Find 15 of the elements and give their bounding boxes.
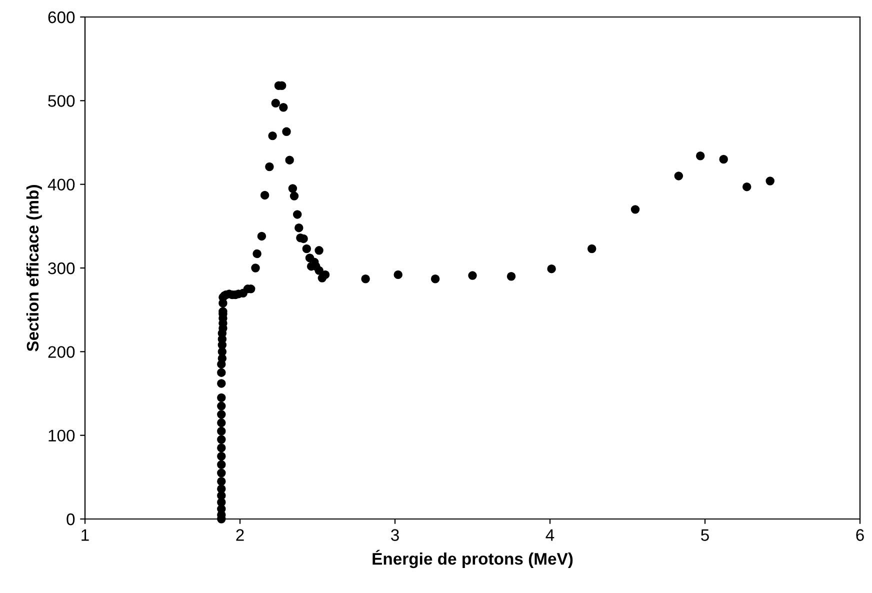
y-tick-label: 0	[66, 513, 75, 526]
y-tick-label: 400	[48, 178, 75, 191]
x-tick-label: 1	[82, 529, 89, 541]
x-tick-label: 5	[701, 529, 709, 541]
y-axis-title: Section efficace (mb)	[26, 185, 42, 352]
x-tick-label: 2	[236, 529, 244, 541]
y-tick-label: 500	[48, 95, 75, 107]
y-tick-label: 600	[48, 11, 75, 24]
y-tick-label: 300	[48, 262, 75, 274]
x-tick-label: 3	[391, 529, 399, 541]
x-tick-label: 6	[856, 529, 864, 541]
y-tick-label: 200	[48, 346, 75, 358]
y-tick-label: 100	[48, 430, 75, 442]
x-axis-title: Énergie de protons (MeV)	[372, 550, 573, 568]
x-tick-label: 4	[546, 529, 554, 541]
